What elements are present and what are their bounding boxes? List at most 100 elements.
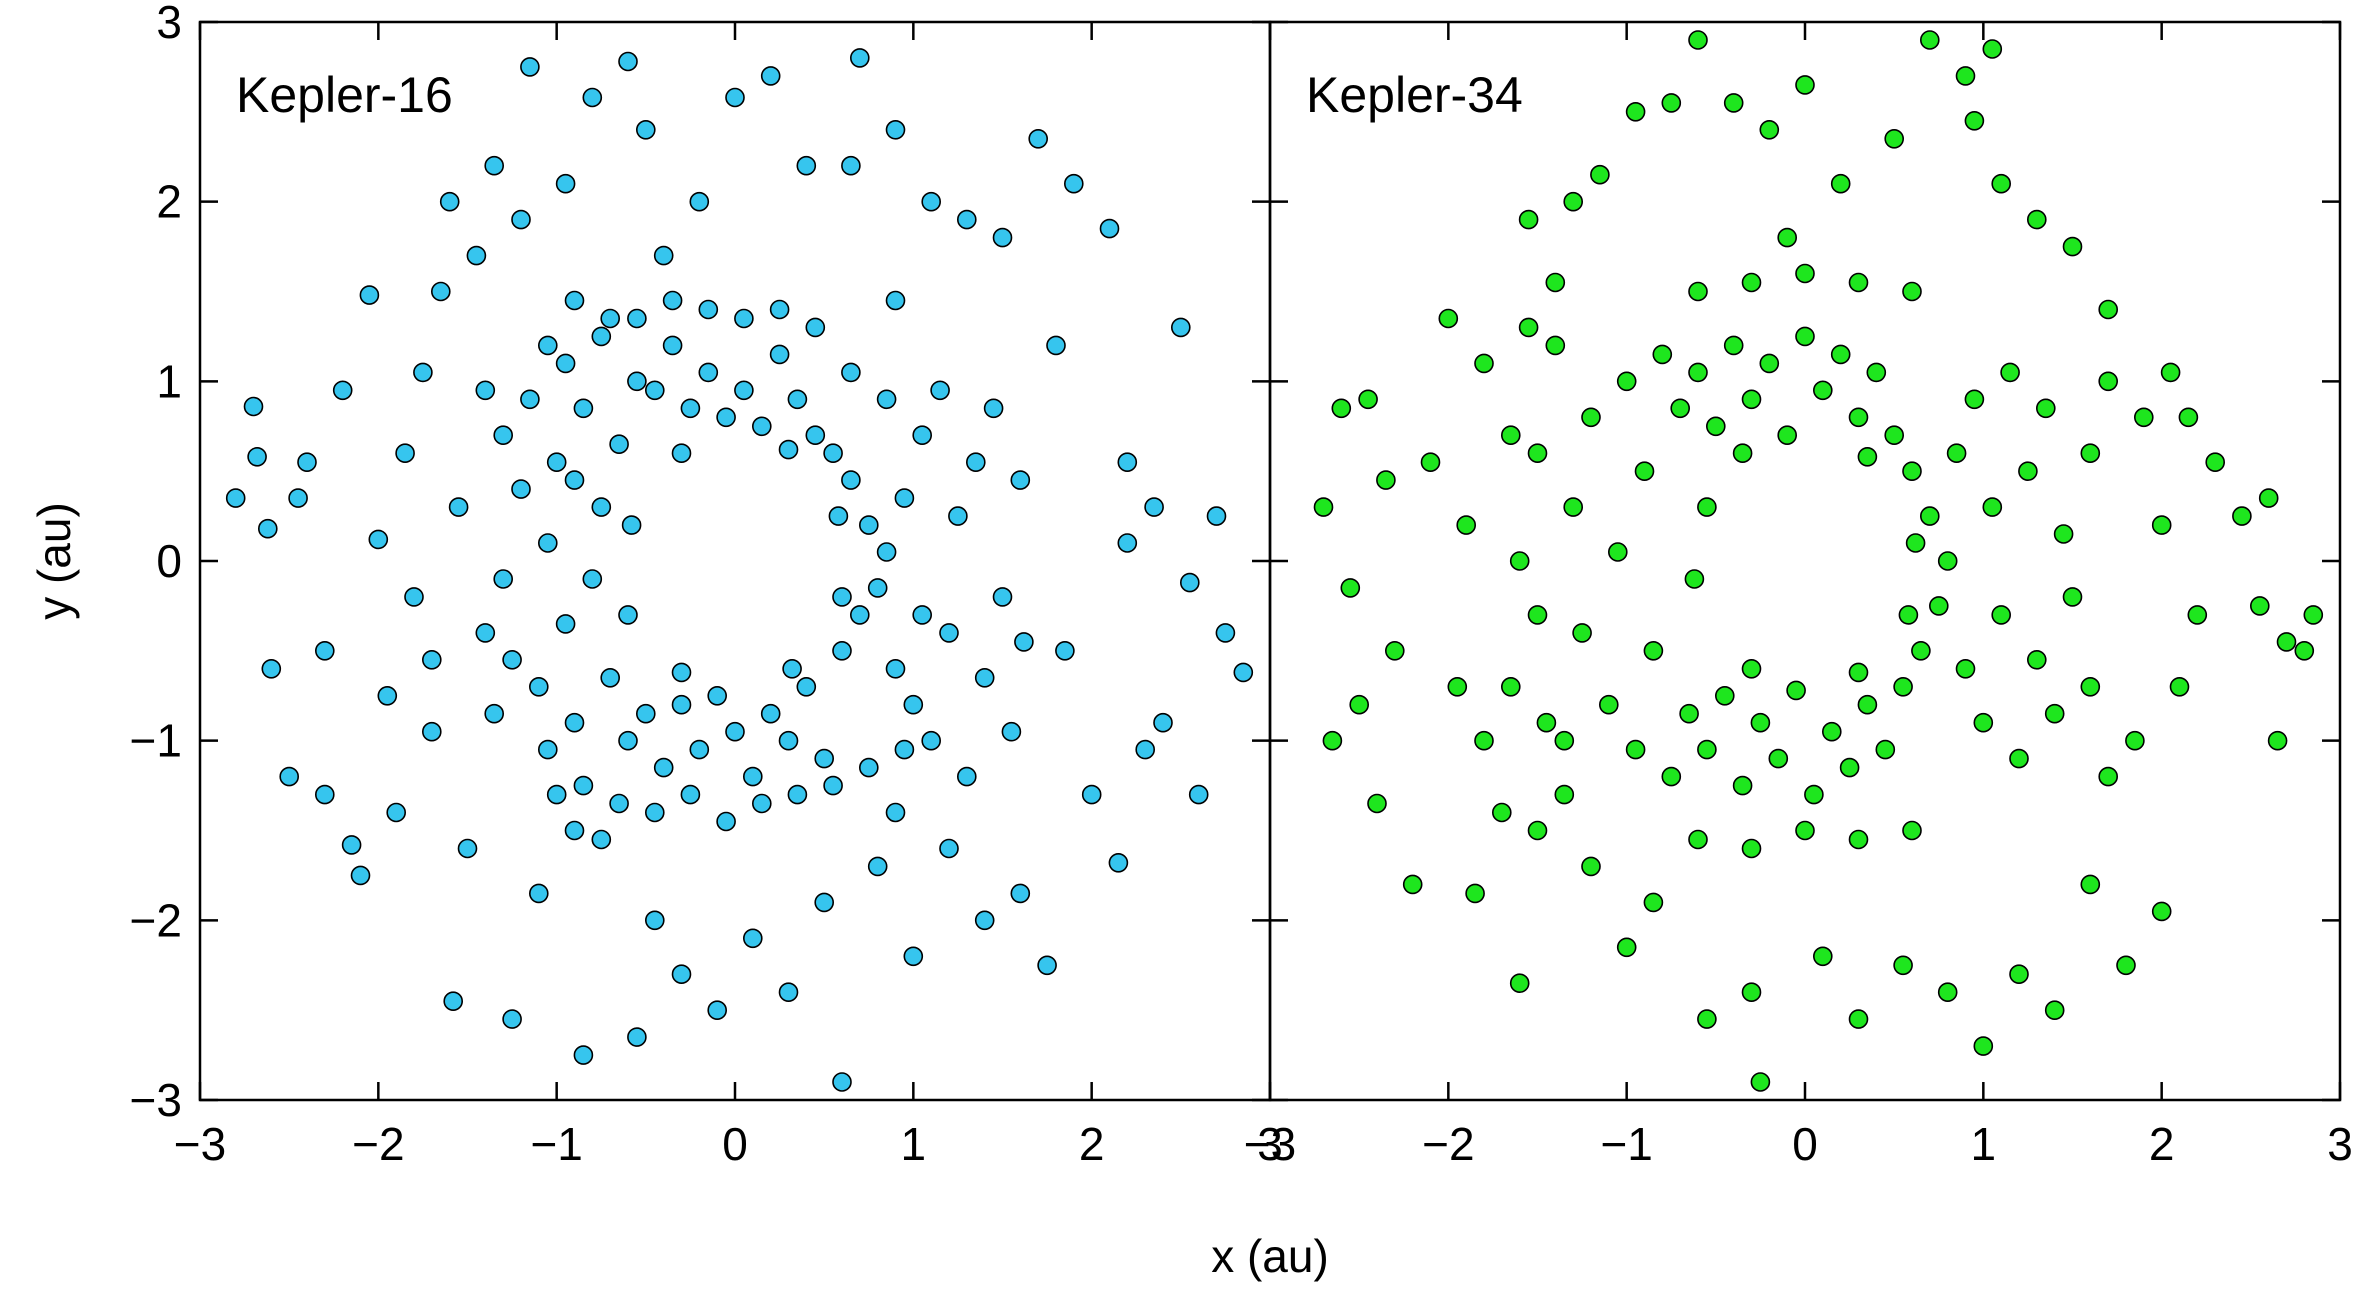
kepler-16-point — [662, 335, 683, 356]
kepler-16-point — [582, 87, 603, 108]
kepler-16-point — [751, 416, 772, 437]
kepler-34-point — [1955, 66, 1976, 86]
kepler-16-point — [858, 757, 879, 778]
kepler-16-point — [537, 739, 558, 760]
kepler-34-point — [2036, 398, 2056, 419]
kepler-16-point — [573, 1045, 594, 1065]
kepler-16-point — [823, 775, 843, 796]
kepler-34-point — [2134, 407, 2154, 428]
kepler-34-point — [1492, 802, 1512, 823]
kepler-16-point — [841, 470, 861, 490]
kepler-34-x-tick-label: 0 — [1792, 1118, 1818, 1170]
kepler-16-point — [876, 389, 897, 410]
kepler-16-point — [983, 398, 1004, 419]
kepler-34-x-tick-label: 3 — [2327, 1118, 2353, 1170]
kepler-16-ticks: −3 −2 −1 0 1 2 3 −3 −2 −1 0 1 2 3 — [130, 0, 1283, 1170]
kepler-16-point — [778, 730, 799, 751]
kepler-16-point — [849, 605, 870, 625]
kepler-16-point — [698, 362, 719, 383]
kepler-16-point — [760, 66, 781, 86]
kepler-34-point — [2276, 632, 2297, 652]
kepler-34-point — [1581, 856, 1601, 877]
kepler-16-point — [948, 506, 968, 526]
kepler-34-point — [2250, 596, 2270, 616]
kepler-16-title: Kepler-16 — [236, 67, 453, 123]
kepler-34-point — [1759, 120, 1780, 140]
kepler-16-point — [564, 290, 585, 311]
kepler-16-point — [707, 685, 728, 706]
kepler-16-point — [867, 856, 888, 877]
kepler-16-point — [782, 658, 802, 679]
kepler-34-point — [1991, 173, 2011, 194]
kepler-16-point — [493, 569, 514, 589]
kepler-34-point — [1875, 739, 1896, 760]
kepler-16-point — [1206, 506, 1227, 526]
kepler-34-point — [2205, 452, 2225, 473]
kepler-16-point — [443, 991, 464, 1012]
kepler-34-point — [1991, 605, 2011, 625]
kepler-34-point — [1554, 784, 1575, 805]
kepler-16-point — [582, 569, 603, 589]
kepler-34-point — [1581, 407, 1601, 428]
kepler-16-point — [439, 191, 460, 212]
kepler-34-point — [1848, 662, 1869, 683]
kepler-34-point — [2303, 605, 2324, 625]
kepler-34-point — [2098, 766, 2118, 787]
kepler-34-point — [1590, 164, 1610, 185]
kepler-16-point — [1081, 784, 1102, 805]
kepler-34-point — [2151, 901, 2172, 922]
kepler-34-point — [1777, 425, 1797, 446]
kepler-34-point — [1697, 739, 1717, 760]
kepler-16-point — [1055, 640, 1075, 661]
kepler-16-point — [939, 623, 959, 643]
kepler-34-point — [1822, 721, 1842, 742]
kepler-34-point — [1920, 506, 1940, 526]
kepler-34-point — [2178, 407, 2199, 428]
kepler-16-x-tick-label: 2 — [1079, 1118, 1105, 1170]
kepler-34-point — [1367, 793, 1387, 814]
kepler-34-point — [1741, 389, 1762, 410]
kepler-34-point — [1527, 820, 1548, 841]
kepler-16-point — [261, 658, 282, 679]
kepler-16-point — [627, 371, 647, 392]
kepler-34-point — [1545, 272, 1566, 293]
kepler-34-point — [1973, 712, 1994, 733]
kepler-16-point — [537, 533, 558, 553]
kepler-16-point — [618, 730, 638, 751]
kepler-16-point — [671, 964, 692, 985]
kepler-16-point — [689, 191, 710, 212]
kepler-16-point — [257, 518, 278, 539]
kepler-16-point — [511, 479, 531, 499]
kepler-16-point — [1117, 533, 1138, 553]
kepler-34-point — [1732, 775, 1753, 796]
kepler-16-point — [475, 623, 496, 643]
kepler-16-point — [680, 784, 701, 805]
kepler-34-point — [1616, 937, 1637, 958]
kepler-34-point — [1902, 820, 1922, 841]
y-tick-label: 0 — [156, 535, 182, 587]
kepler-16-point — [841, 362, 861, 383]
kepler-16-point — [1135, 739, 1155, 760]
kepler-16-point — [609, 793, 629, 814]
kepler-34-point — [1804, 784, 1824, 805]
kepler-16-point — [386, 802, 407, 823]
kepler-34-point — [2027, 209, 2047, 230]
kepler-16-point — [404, 587, 424, 607]
kepler-16-point — [591, 829, 612, 850]
kepler-34-point — [1902, 461, 1922, 482]
kepler-34-point — [2267, 730, 2288, 751]
kepler-34-point — [1527, 443, 1548, 464]
kepler-16-point — [769, 299, 790, 320]
kepler-34-point — [1723, 93, 1744, 113]
kepler-16-point — [734, 308, 754, 329]
kepler-34-point — [1902, 281, 1922, 302]
kepler-16-point — [725, 721, 745, 742]
kepler-34-point — [1732, 443, 1753, 464]
kepler-16-point — [671, 694, 692, 715]
kepler-16-point — [965, 452, 986, 473]
kepler-34-point — [2062, 587, 2083, 607]
kepler-34-point — [1982, 39, 2003, 59]
kepler-16-point — [707, 1000, 728, 1021]
kepler-34-point — [2151, 515, 2172, 535]
kepler-34-point — [1741, 982, 1762, 1003]
